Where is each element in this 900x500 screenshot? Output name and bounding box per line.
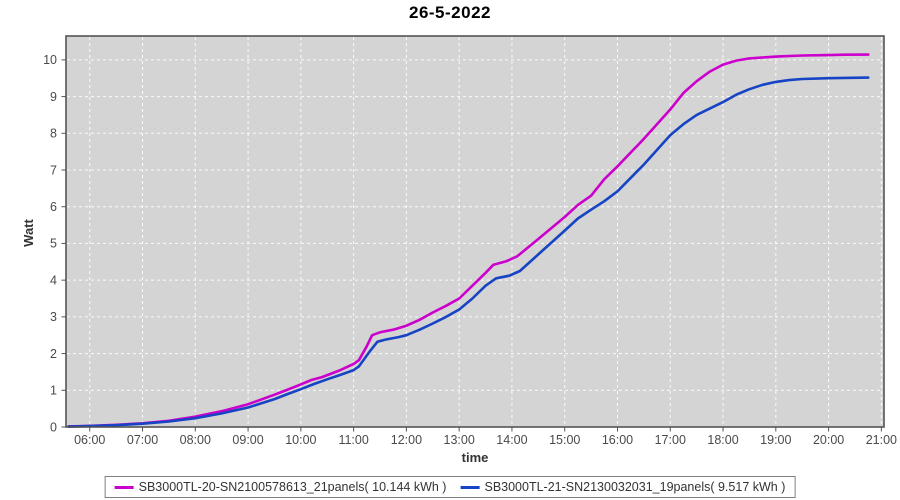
svg-text:11:00: 11:00 bbox=[338, 433, 368, 447]
legend-item-inverter-20: SB3000TL-20-SN2100578613_21panels( 10.14… bbox=[114, 480, 447, 494]
svg-text:1: 1 bbox=[50, 384, 57, 398]
series-line-swatch-blue bbox=[460, 485, 480, 489]
legend: SB3000TL-20-SN2100578613_21panels( 10.14… bbox=[104, 476, 796, 498]
svg-text:6: 6 bbox=[50, 200, 57, 214]
svg-text:07:00: 07:00 bbox=[127, 433, 158, 447]
svg-text:21:00: 21:00 bbox=[866, 433, 897, 447]
x-axis-title: time bbox=[461, 450, 489, 465]
svg-text:09:00: 09:00 bbox=[232, 433, 263, 447]
svg-text:12:00: 12:00 bbox=[391, 433, 422, 447]
svg-text:0: 0 bbox=[50, 420, 57, 434]
svg-text:7: 7 bbox=[50, 163, 57, 177]
svg-text:10:00: 10:00 bbox=[285, 433, 316, 447]
svg-text:8: 8 bbox=[50, 127, 57, 141]
svg-text:10: 10 bbox=[43, 53, 57, 67]
svg-text:19:00: 19:00 bbox=[760, 433, 791, 447]
series-line-swatch-magenta bbox=[114, 485, 134, 489]
svg-text:9: 9 bbox=[50, 90, 57, 104]
legend-label-inverter-21: SB3000TL-21-SN2130032031_19panels( 9.517… bbox=[484, 480, 786, 494]
svg-text:4: 4 bbox=[50, 273, 57, 287]
y-axis-title: Watt bbox=[21, 219, 36, 247]
svg-text:5: 5 bbox=[50, 237, 57, 251]
svg-text:17:00: 17:00 bbox=[655, 433, 686, 447]
svg-text:08:00: 08:00 bbox=[180, 433, 211, 447]
svg-text:20:00: 20:00 bbox=[813, 433, 844, 447]
chart-title: 26-5-2022 bbox=[408, 3, 491, 22]
svg-text:13:00: 13:00 bbox=[444, 433, 475, 447]
svg-text:18:00: 18:00 bbox=[707, 433, 738, 447]
svg-text:14:00: 14:00 bbox=[496, 433, 527, 447]
svg-text:06:00: 06:00 bbox=[74, 433, 105, 447]
legend-item-inverter-21: SB3000TL-21-SN2130032031_19panels( 9.517… bbox=[460, 480, 785, 494]
svg-text:2: 2 bbox=[50, 347, 57, 361]
legend-label-inverter-20: SB3000TL-20-SN2100578613_21panels( 10.14… bbox=[138, 480, 447, 494]
svg-text:16:00: 16:00 bbox=[602, 433, 633, 447]
svg-text:15:00: 15:00 bbox=[549, 433, 580, 447]
svg-text:3: 3 bbox=[50, 310, 57, 324]
